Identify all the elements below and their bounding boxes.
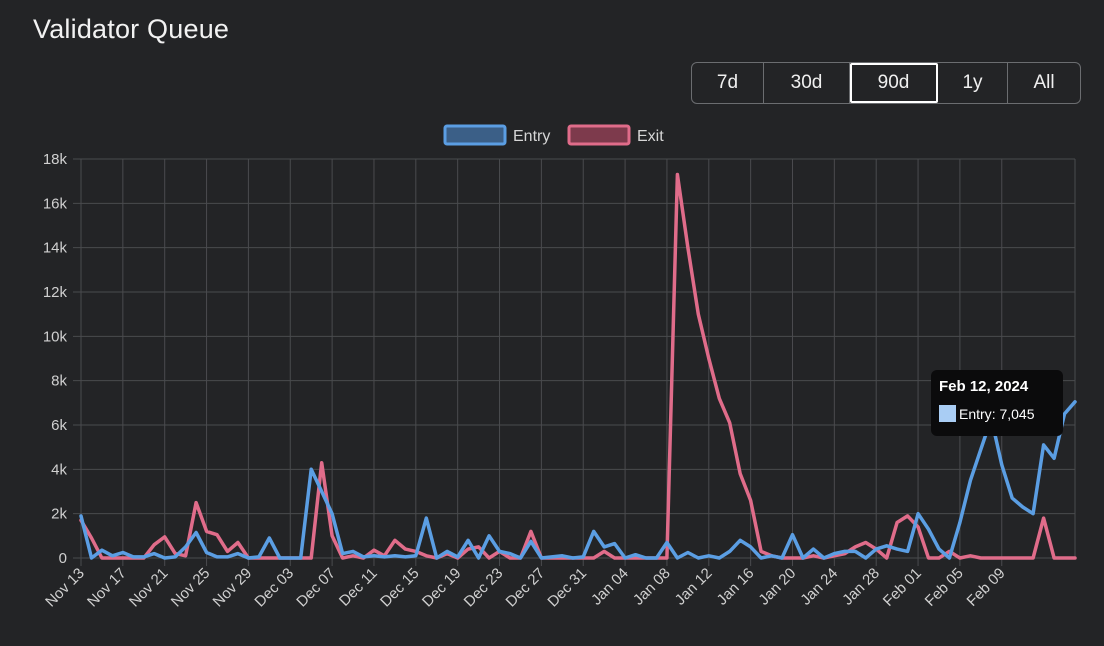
chart-grid (73, 158, 1076, 566)
chart-series (79, 172, 1077, 560)
y-tick-label: 2k (51, 506, 67, 523)
series-line-entry (79, 400, 1077, 560)
y-tick-label: 16k (43, 195, 68, 212)
x-tick-label: Jan 16 (714, 565, 758, 609)
tooltip-title: Feb 12, 2024 (939, 378, 1029, 395)
x-tick-label: Jan 20 (755, 565, 799, 609)
x-tick-label: Jan 28 (839, 565, 883, 609)
tooltip-row: Entry: 7,045 (939, 405, 1055, 422)
y-tick-label: 8k (51, 373, 67, 390)
x-tick-label: Dec 31 (544, 565, 590, 611)
tooltip-swatch (939, 405, 956, 422)
y-tick-label: 6k (51, 417, 67, 434)
tooltip-series-name: Entry (959, 405, 992, 422)
x-tick-label: Dec 19 (419, 565, 465, 611)
tooltip-value: 7,045 (999, 405, 1035, 422)
series-line-exit (79, 172, 1077, 560)
x-tick-label: Nov 17 (84, 565, 130, 611)
range-button-all[interactable]: All (1033, 72, 1055, 93)
range-selector: 7d 30d 90d 1y All (691, 62, 1081, 104)
y-tick-label: 4k (51, 461, 67, 478)
legend-swatch-exit[interactable] (567, 124, 631, 146)
x-tick-label: Dec 23 (461, 565, 507, 611)
y-tick-label: 18k (43, 151, 68, 168)
y-axis: 0 2k 4k 6k 8k 10k 12k 14k 16k 18k (43, 151, 68, 567)
range-button-1y[interactable]: 1y (938, 63, 1008, 103)
range-button-90d[interactable]: 90d (850, 63, 938, 103)
legend-swatch-entry[interactable] (443, 124, 507, 146)
legend-label-exit[interactable]: Exit (637, 128, 664, 145)
x-tick-label: Feb 01 (880, 565, 925, 610)
x-tick-label: Jan 08 (630, 565, 674, 609)
range-button-30d[interactable]: 30d (764, 63, 850, 103)
chart-tooltip: Feb 12, 2024 Entry: 7,045 (931, 370, 1063, 436)
page-title: Validator Queue (33, 14, 230, 44)
x-tick-label: Nov 29 (210, 565, 256, 611)
x-tick-label: Feb 09 (964, 565, 1009, 610)
x-tick-label: Nov 13 (42, 565, 88, 611)
x-tick-label: Dec 03 (251, 565, 297, 611)
y-tick-label: 0 (59, 550, 67, 567)
x-tick-label: Nov 25 (168, 565, 214, 611)
x-tick-label: Jan 24 (797, 565, 841, 609)
x-tick-label: Nov 21 (126, 565, 172, 611)
x-tick-label: Dec 27 (503, 565, 549, 611)
y-tick-label: 14k (43, 240, 68, 257)
x-tick-label: Dec 11 (336, 565, 381, 610)
y-tick-label: 10k (43, 328, 68, 345)
x-tick-label: Dec 07 (293, 565, 339, 611)
legend-label-entry[interactable]: Entry (513, 128, 550, 145)
x-tick-label: Jan 12 (672, 565, 716, 609)
x-tick-label: Dec 15 (377, 565, 423, 611)
range-button-7d[interactable]: 7d (692, 63, 764, 103)
x-tick-label: Jan 04 (588, 565, 632, 609)
chart-legend: Entry Exit (443, 124, 664, 146)
x-tick-label: Feb 05 (922, 565, 967, 610)
y-tick-label: 12k (43, 284, 68, 301)
tooltip-separator: : (991, 405, 1000, 422)
